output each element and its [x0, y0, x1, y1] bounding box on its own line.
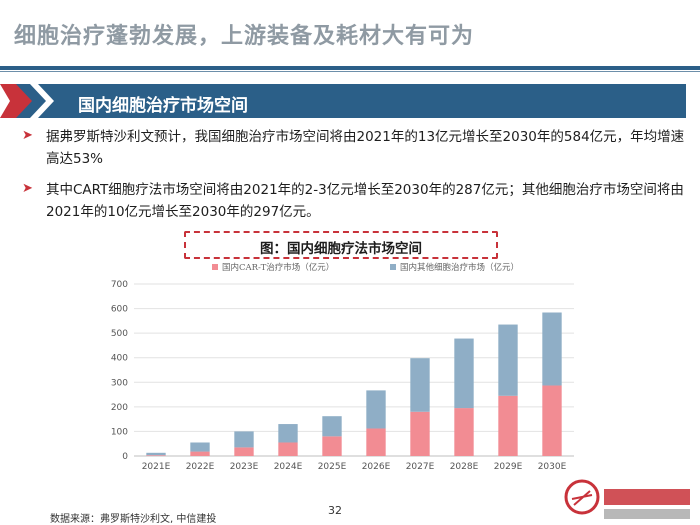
- y-tick-label: 0: [122, 452, 128, 462]
- x-tick-label: 2022E: [186, 462, 215, 472]
- x-tick-label: 2021E: [142, 462, 171, 472]
- x-tick-label: 2027E: [406, 462, 435, 472]
- y-tick-label: 300: [111, 378, 128, 388]
- y-tick-label: 400: [111, 354, 128, 364]
- bar-cart: [542, 385, 562, 456]
- x-tick-label: 2028E: [450, 462, 479, 472]
- bar-other: [146, 452, 166, 456]
- title-divider: [0, 66, 700, 70]
- bar-other: [410, 358, 430, 412]
- bullet-text: 据弗罗斯特沙利文预计，我国细胞治疗市场空间将由2021年的13亿元增长至2030…: [46, 129, 685, 167]
- x-tick-label: 2024E: [274, 462, 303, 472]
- bar-other: [498, 324, 518, 396]
- bar-cart: [454, 408, 474, 456]
- bar-cart: [366, 428, 386, 456]
- bar-cart: [278, 442, 298, 456]
- legend-swatch: [212, 264, 218, 270]
- legend-label: 国内其他细胞治疗市场（亿元）: [400, 262, 519, 273]
- legend-swatch: [390, 264, 396, 270]
- bar-other: [278, 424, 298, 443]
- banner-shape: [0, 84, 686, 118]
- china-securities-logo: [564, 479, 690, 519]
- bar-other: [190, 442, 210, 452]
- bar-cart: [498, 395, 518, 456]
- bar-cart: [322, 436, 342, 456]
- x-tick-label: 2030E: [538, 462, 567, 472]
- bar-cart: [234, 447, 254, 456]
- y-tick-label: 100: [111, 427, 128, 437]
- title-divider-thin: [0, 71, 700, 72]
- figure-title: 图：国内细胞疗法市场空间: [260, 241, 422, 257]
- bar-cart: [410, 411, 430, 456]
- arrow-bullet-icon: ➤: [22, 181, 33, 196]
- y-tick-label: 500: [111, 329, 128, 339]
- section-banner: 国内细胞治疗市场空间: [0, 84, 686, 118]
- x-tick-label: 2029E: [494, 462, 523, 472]
- market-size-chart: 0 100 200 300 400 500 600 700 国内CAR-T治疗市场（亿元） 国内其…: [111, 262, 574, 472]
- data-source: 数据来源：弗罗斯特沙利文, 中信建投: [50, 514, 217, 525]
- bullet-list: ➤ 据弗罗斯特沙利文预计，我国细胞治疗市场空间将由2021年的13亿元增长至20…: [20, 126, 692, 232]
- bar-other: [542, 312, 562, 386]
- bar-other: [322, 416, 342, 437]
- section-title: 国内细胞治疗市场空间: [78, 96, 248, 116]
- x-tick-label: 2023E: [230, 462, 259, 472]
- x-tick-label: 2025E: [318, 462, 347, 472]
- bullet-item: ➤ 据弗罗斯特沙利文预计，我国细胞治疗市场空间将由2021年的13亿元增长至20…: [20, 126, 692, 170]
- figure-title-box: 图：国内细胞疗法市场空间: [184, 231, 498, 259]
- slide-title: 细胞治疗蓬勃发展，上游装备及耗材大有可为: [14, 24, 475, 49]
- bar-cart: [190, 451, 210, 456]
- bar-other: [454, 338, 474, 409]
- y-tick-label: 200: [111, 403, 128, 413]
- legend-label: 国内CAR-T治疗市场（亿元）: [222, 262, 334, 273]
- y-tick-label: 600: [111, 305, 128, 315]
- arrow-bullet-icon: ➤: [22, 128, 33, 143]
- bullet-text: 其中CART细胞疗法市场空间将由2021年的2-3亿元增长至2030年的287亿…: [46, 182, 684, 220]
- bar-other: [366, 390, 386, 429]
- bullet-item: ➤ 其中CART细胞疗法市场空间将由2021年的2-3亿元增长至2030年的28…: [20, 179, 692, 223]
- bar-other: [234, 431, 254, 448]
- x-tick-label: 2026E: [362, 462, 391, 472]
- y-tick-label: 700: [111, 280, 128, 290]
- bar-cart: [146, 455, 166, 456]
- page-number: 32: [328, 504, 342, 517]
